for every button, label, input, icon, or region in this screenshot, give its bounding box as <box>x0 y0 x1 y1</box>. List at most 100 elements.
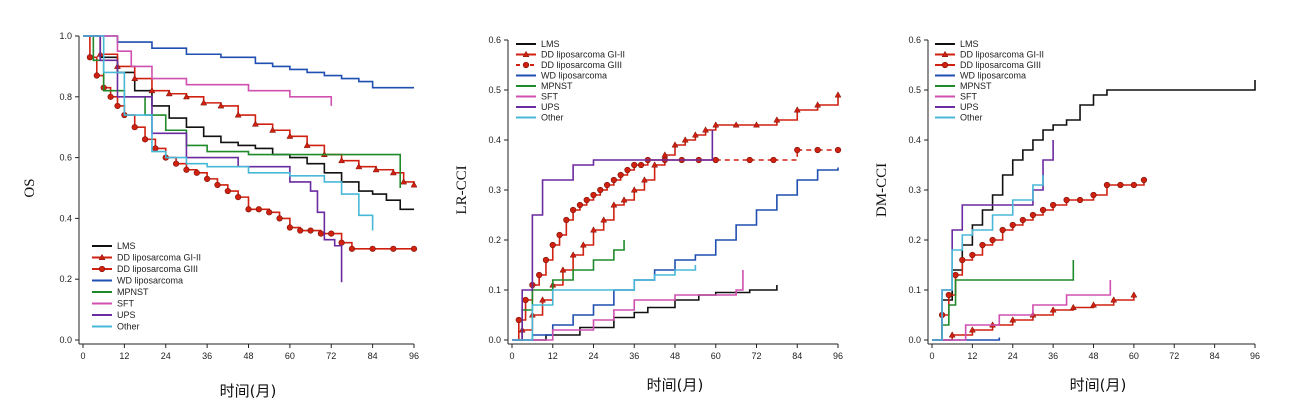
y-tick-label: 0.6 <box>59 153 72 163</box>
y-axis-label: OS <box>22 178 38 197</box>
legend-item: DD liposarcoma GI-II <box>935 50 1044 60</box>
data-point <box>152 145 159 152</box>
legend-label: WD liposarcoma <box>117 276 183 286</box>
legend-item: MPNST <box>92 287 149 297</box>
data-point <box>1103 181 1111 189</box>
data-point <box>610 176 617 184</box>
data-point <box>1090 191 1097 199</box>
data-point <box>556 231 563 239</box>
x-tick-label: 24 <box>161 351 171 361</box>
data-point <box>348 245 356 252</box>
x-tick-label: 72 <box>1169 351 1179 361</box>
data-point <box>979 241 986 249</box>
legend-item: Other <box>92 322 140 332</box>
y-tick-label: 0.0 <box>908 335 921 345</box>
legend-item: UPS <box>935 102 979 112</box>
data-point <box>276 215 283 222</box>
legend-item: DD liposarcoma GI-II <box>516 50 625 60</box>
y-tick-label: 0.5 <box>488 85 501 95</box>
data-point <box>968 326 976 333</box>
legend-label: LMS <box>960 39 979 49</box>
data-point <box>1063 196 1070 204</box>
data-point <box>165 90 173 97</box>
data-point <box>1069 303 1077 310</box>
series-line <box>932 280 1112 341</box>
series-line <box>83 35 415 185</box>
legend-marker <box>941 50 949 57</box>
x-tick-label: 36 <box>202 351 212 361</box>
y-tick-label: 0.5 <box>908 85 921 95</box>
series-line <box>512 240 625 341</box>
legend-marker <box>941 61 949 69</box>
series-line <box>932 80 1256 341</box>
series-wd-liposarcoma <box>83 35 414 89</box>
data-point <box>620 196 628 203</box>
y-tick-label: 1.0 <box>59 31 72 41</box>
data-point <box>204 175 211 182</box>
data-point <box>989 236 996 244</box>
data-point <box>131 124 138 131</box>
legend-label: WD liposarcoma <box>960 71 1026 81</box>
x-tick-label: 24 <box>1008 351 1018 361</box>
legend-marker <box>98 253 106 260</box>
data-point <box>712 121 720 128</box>
data-point <box>681 136 689 143</box>
legend-label: DD liposarcoma GIII <box>117 264 198 274</box>
data-point <box>610 201 618 208</box>
data-point <box>303 141 311 148</box>
y-tick-label: 0.3 <box>488 185 501 195</box>
legend-marker <box>522 61 530 69</box>
legend-item: DD liposarcoma GIII <box>516 60 622 70</box>
legend-item: DD liposarcoma GIII <box>92 264 198 274</box>
data-point <box>753 121 760 128</box>
data-point <box>107 93 114 100</box>
data-point <box>559 266 567 273</box>
data-point <box>999 226 1006 234</box>
y-tick-label: 0.6 <box>908 35 921 45</box>
data-point <box>286 132 294 139</box>
legend-label: MPNST <box>541 81 573 91</box>
data-point <box>834 146 842 154</box>
series-dd-liposarcoma-giii <box>83 35 418 252</box>
data-point <box>328 230 335 237</box>
x-tick-label: 36 <box>629 351 639 361</box>
data-point <box>1039 206 1047 214</box>
data-point <box>114 102 121 110</box>
data-point <box>245 206 252 213</box>
series-mpnst <box>932 260 1075 341</box>
data-point <box>1117 181 1124 189</box>
data-point <box>793 106 801 113</box>
x-tick-label: 48 <box>1088 351 1098 361</box>
data-point <box>590 226 597 233</box>
data-point <box>1009 221 1016 229</box>
data-point <box>945 291 952 299</box>
series-dd-liposarcoma-gi-ii <box>512 91 842 341</box>
data-point <box>794 146 801 154</box>
legend-item: SFT <box>92 299 135 309</box>
series-dd-liposarcoma-giii <box>512 146 842 341</box>
data-point <box>712 156 719 164</box>
legend-label: WD liposarcoma <box>541 71 607 81</box>
data-point <box>617 171 624 179</box>
x-tick-label: 84 <box>368 351 378 361</box>
data-point <box>948 331 956 338</box>
legend-marker <box>522 50 530 57</box>
data-point <box>317 230 325 237</box>
legend-label: UPS <box>960 102 979 112</box>
series-lms <box>932 80 1256 341</box>
legend-label: SFT <box>117 299 135 309</box>
legend-label: MPNST <box>117 287 149 297</box>
series-line <box>932 175 1044 341</box>
data-point <box>746 156 753 164</box>
y-tick-label: 0.4 <box>488 135 501 145</box>
data-point <box>269 126 277 133</box>
data-point <box>569 251 577 258</box>
legend-item: WD liposarcoma <box>935 71 1026 81</box>
legend-item: Other <box>516 113 564 123</box>
x-tick-label: 60 <box>711 351 721 361</box>
legend-label: UPS <box>541 102 560 112</box>
series-wd-liposarcoma <box>512 167 839 341</box>
data-point <box>400 178 408 185</box>
